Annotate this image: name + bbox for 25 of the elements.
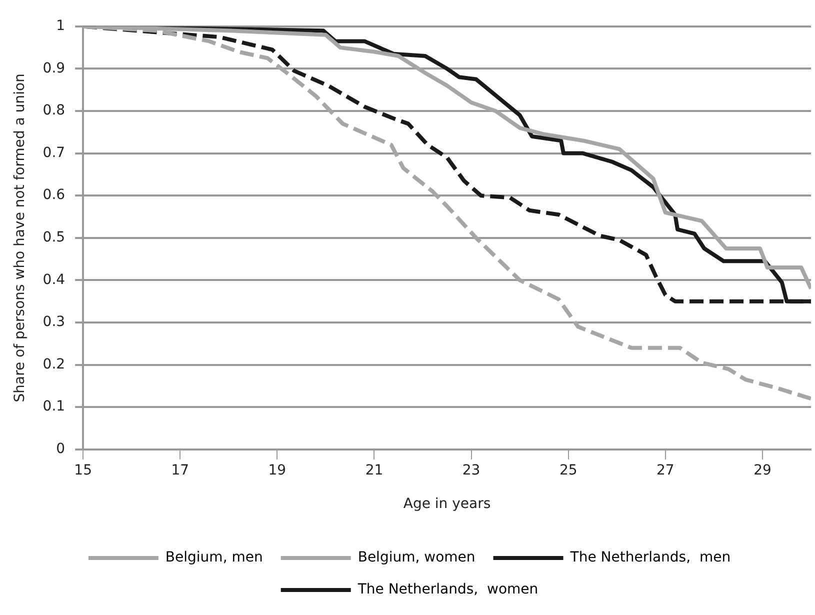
legend-label: The Netherlands, men [569, 550, 731, 566]
y-axis-title: Share of persons who have not formed a union [12, 74, 28, 402]
x-tick-label: 25 [559, 462, 578, 478]
x-tick-label: 23 [462, 462, 480, 478]
y-tick-label: 1 [56, 18, 66, 34]
y-tick-label: 0.9 [42, 60, 66, 76]
y-tick-label: 0.1 [42, 398, 66, 415]
y-tick-label: 0.3 [42, 314, 66, 330]
y-tick-label: 0.8 [42, 102, 66, 119]
legend-label: The Netherlands, women [356, 582, 538, 598]
x-tick-label: 21 [365, 462, 384, 478]
y-tick-label: 0.2 [42, 356, 66, 372]
x-tick-label: 27 [656, 462, 674, 478]
x-tick-label: 17 [171, 462, 190, 478]
y-tick-label: 0.7 [42, 144, 66, 161]
y-tick-label: 0 [56, 441, 66, 458]
x-axis-title: Age in years [403, 496, 491, 512]
y-tick-label: 0.5 [42, 230, 66, 246]
x-tick-label: 15 [74, 462, 92, 478]
legend-label: Belgium, women [358, 550, 476, 566]
legend-label: Belgium, men [165, 550, 263, 566]
y-tick-label: 0.4 [42, 272, 66, 288]
x-tick-label: 19 [268, 462, 286, 478]
x-tick-label: 29 [754, 462, 772, 478]
y-tick-label: 0.6 [42, 187, 66, 204]
